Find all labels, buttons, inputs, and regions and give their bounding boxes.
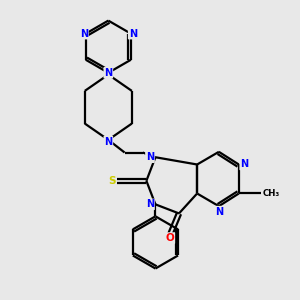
- Text: N: N: [80, 28, 88, 39]
- Text: N: N: [146, 200, 154, 209]
- Text: O: O: [166, 233, 174, 243]
- Text: N: N: [215, 207, 223, 217]
- Text: N: N: [104, 68, 112, 78]
- Text: N: N: [104, 137, 112, 147]
- Text: N: N: [240, 160, 248, 170]
- Text: S: S: [108, 176, 116, 186]
- Text: N: N: [146, 152, 154, 162]
- Text: N: N: [129, 28, 137, 39]
- Text: CH₃: CH₃: [263, 189, 280, 198]
